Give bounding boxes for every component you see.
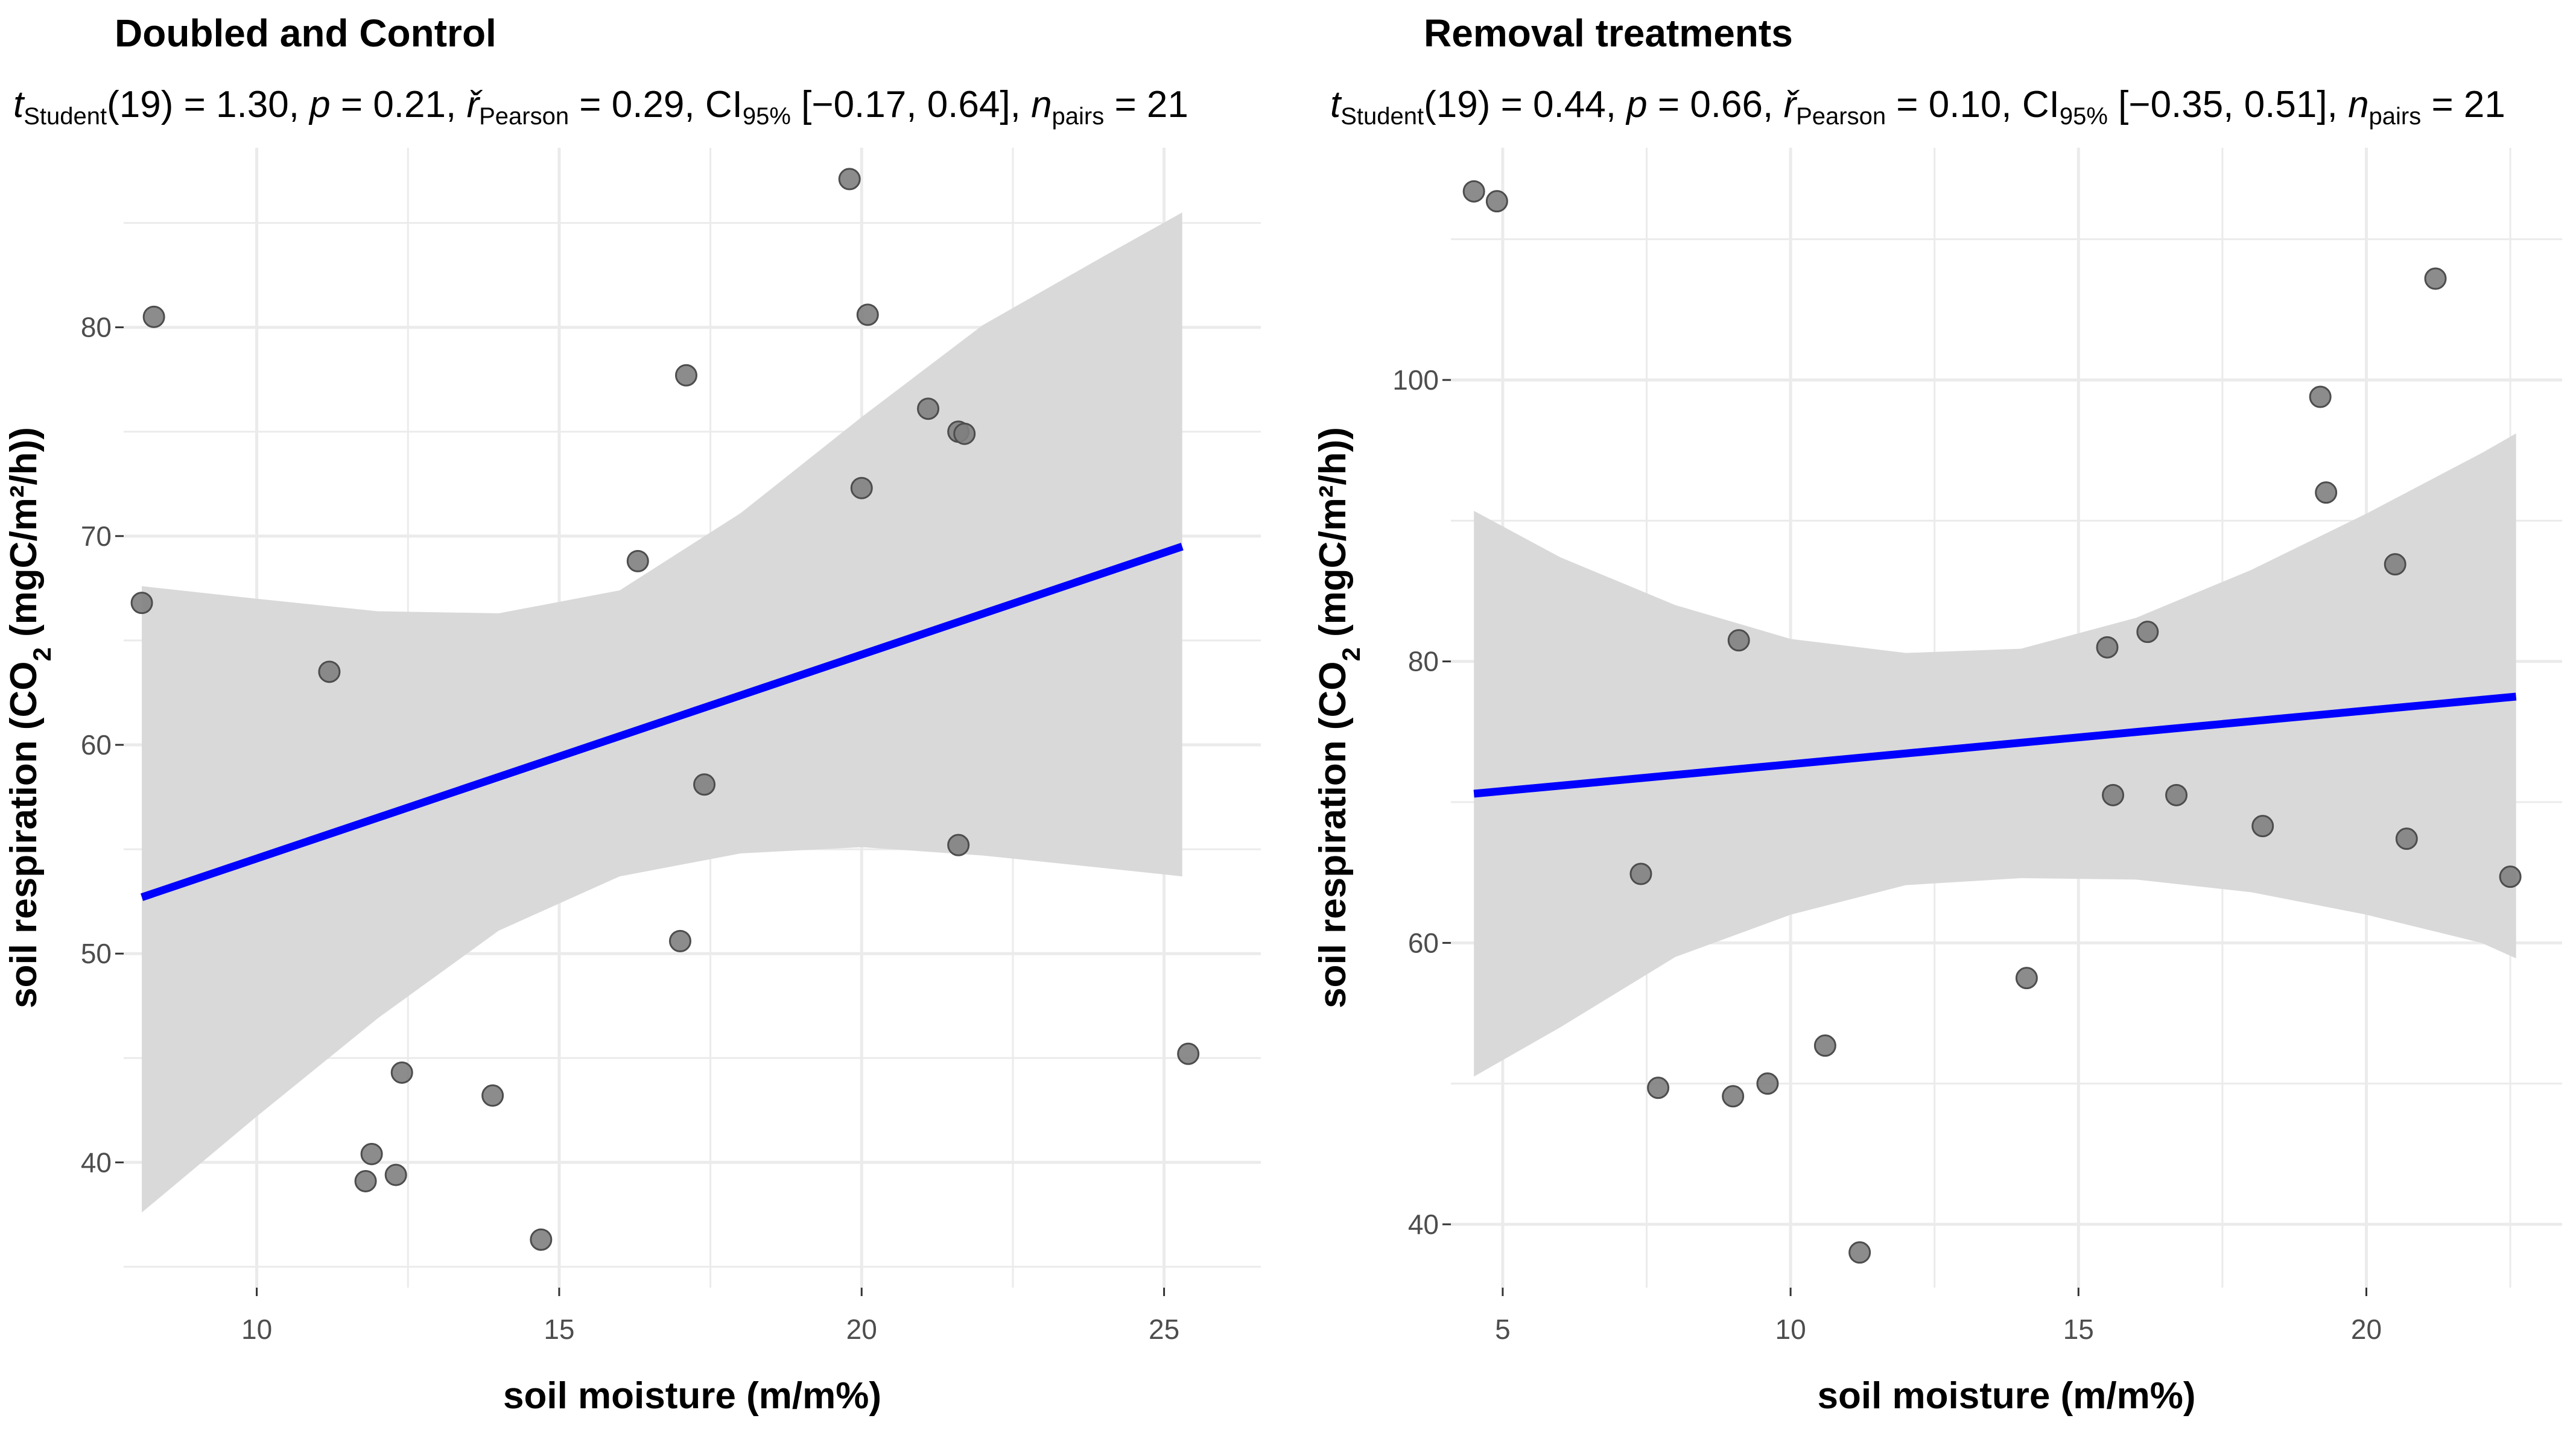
scatter-plot-left: 10 15 20 25 40 50 60 70 80 soil moisture (m/m%) so… [3,148,1261,1417]
data-point [354,1169,377,1192]
data-point [360,1142,383,1165]
data-point [130,592,153,615]
chart-title: Removal treatments [1424,11,1793,55]
data-point [390,1061,413,1084]
data-point [1848,1241,1871,1264]
data-point [2395,827,2418,850]
scatter-plot-right: 5 10 15 20 40 60 80 100 soil moisture (m/m%) soil… [1312,148,2562,1417]
confidence-band [142,212,1182,1213]
y-tick-label: 80 [81,312,112,343]
confidence-band [1474,433,2516,1077]
data-point [953,422,976,445]
data-point [626,549,649,572]
data-points [1462,180,2522,1264]
regression-line [141,542,1184,901]
data-point [1727,629,1750,652]
x-tick-label: 15 [2063,1314,2094,1345]
x-tick-label: 10 [1775,1314,1806,1345]
data-point [674,364,697,387]
x-tick-label: 20 [2351,1314,2382,1345]
data-point [2309,385,2332,408]
y-axis-title: soil respiration (CO2 (mgC/m²/h)) [1312,427,1365,1008]
data-point [481,1084,504,1107]
data-point [2499,865,2522,888]
x-tick-label: 15 [544,1314,574,1345]
data-point [2165,783,2188,806]
y-axis-title: soil respiration (CO2 (mgC/m²/h)) [3,427,56,1008]
data-point [850,476,873,499]
data-point [838,168,861,191]
data-point [2102,783,2125,806]
data-point [2136,621,2159,644]
chart-panel-doubled-control: Doubled and Control tStudent(19) = 1.30,… [3,11,1261,1417]
x-tick-label: 20 [846,1314,877,1345]
x-axis-title: soil moisture (m/m%) [1818,1375,2196,1417]
chart-title: Doubled and Control [115,11,496,55]
regression-line [1473,692,2517,798]
data-point [1813,1034,1836,1057]
y-tick-label: 100 [1392,364,1439,396]
data-point [668,929,691,952]
data-point [318,660,341,683]
y-tick-label: 50 [81,938,112,969]
y-tick-label: 40 [81,1147,112,1178]
x-axis-title: soil moisture (m/m%) [503,1375,881,1417]
data-point [917,397,940,420]
data-point [856,303,879,326]
y-tick-label: 70 [81,520,112,552]
data-point [2315,481,2338,504]
chart-subtitle: tStudent(19) = 0.44, p = 0.66, řPearson … [1330,84,2505,130]
y-tick-label: 60 [1408,927,1439,958]
chart-panel-removal: Removal treatments tStudent(19) = 0.44, … [1288,0,2576,1433]
data-points [130,168,1200,1251]
data-point [1722,1085,1745,1108]
data-point [1462,180,1485,203]
data-point [947,834,970,856]
x-tick-label: 5 [1495,1314,1511,1345]
y-tick-label: 60 [81,729,112,761]
data-point [384,1163,407,1186]
data-point [530,1228,553,1251]
data-point [693,773,716,796]
data-point [2096,636,2119,659]
data-point [142,305,165,328]
data-point [1177,1042,1200,1065]
data-point [1485,190,1508,213]
x-tick-label: 25 [1149,1314,1179,1345]
data-point [2015,967,2038,990]
data-point [1647,1077,1670,1099]
y-tick-label: 80 [1408,646,1439,677]
data-point [2251,815,2274,838]
data-point [1756,1072,1779,1095]
data-point [2424,267,2447,290]
data-point [2384,553,2406,576]
y-tick-label: 40 [1408,1209,1439,1240]
x-tick-label: 10 [241,1314,272,1345]
data-point [1629,862,1652,885]
chart-subtitle: tStudent(19) = 1.30, p = 0.21, řPearson … [13,84,1188,130]
